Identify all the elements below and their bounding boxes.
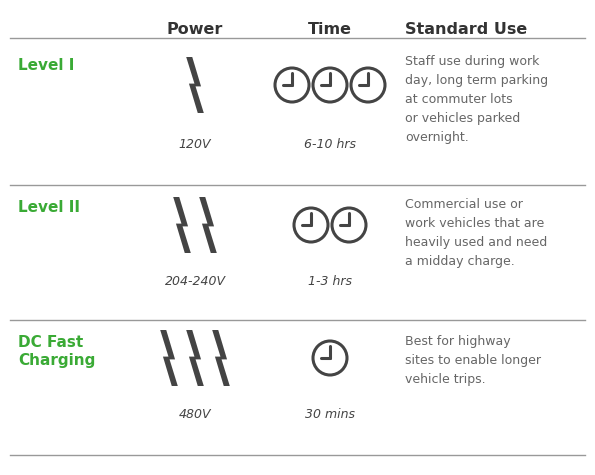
Polygon shape — [160, 330, 178, 386]
Polygon shape — [173, 197, 191, 253]
Text: Level II: Level II — [18, 200, 80, 215]
Text: Best for highway
sites to enable longer
vehicle trips.: Best for highway sites to enable longer … — [405, 335, 541, 386]
Text: 120V: 120V — [178, 138, 211, 151]
Polygon shape — [212, 330, 230, 386]
Text: 480V: 480V — [178, 408, 211, 421]
Polygon shape — [186, 57, 204, 113]
Text: Level I: Level I — [18, 58, 74, 73]
Text: Charging: Charging — [18, 353, 95, 368]
Text: Staff use during work
day, long term parking
at commuter lots
or vehicles parked: Staff use during work day, long term par… — [405, 55, 548, 144]
Polygon shape — [186, 330, 204, 386]
Polygon shape — [199, 197, 217, 253]
Text: 30 mins: 30 mins — [305, 408, 355, 421]
Text: 204-240V: 204-240V — [164, 275, 226, 288]
Text: DC Fast: DC Fast — [18, 335, 83, 350]
Text: 6-10 hrs: 6-10 hrs — [304, 138, 356, 151]
Text: Power: Power — [167, 22, 223, 37]
Text: Time: Time — [308, 22, 352, 37]
Text: Standard Use: Standard Use — [405, 22, 527, 37]
Text: 1-3 hrs: 1-3 hrs — [308, 275, 352, 288]
Text: Commercial use or
work vehicles that are
heavily used and need
a midday charge.: Commercial use or work vehicles that are… — [405, 198, 547, 268]
